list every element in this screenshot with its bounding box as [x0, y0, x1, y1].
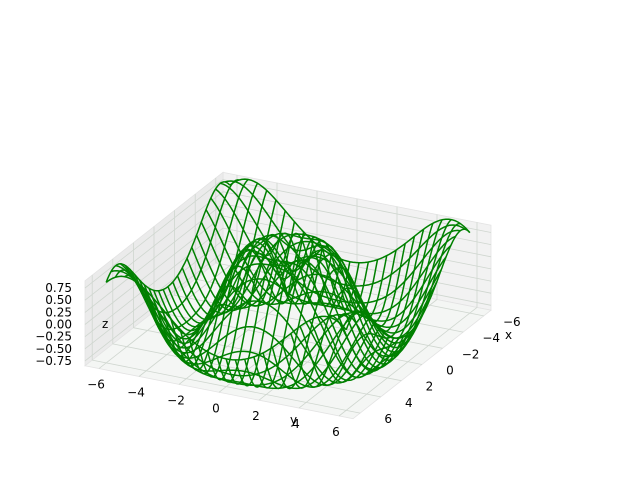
gridline-left-z	[84, 191, 224, 301]
wire-line-constant-y	[308, 223, 434, 383]
gridline-left-z	[84, 239, 224, 350]
wire-line-constant-x	[115, 264, 356, 387]
wire-line-constant-y	[336, 222, 461, 358]
wire-line-constant-y	[327, 219, 452, 371]
z-tick-label: −0.75	[35, 354, 72, 368]
y-tick-label: 0	[212, 401, 220, 415]
gridline-back-z	[222, 215, 492, 270]
gridline-left-z	[84, 203, 224, 313]
x-axis-label: x	[505, 328, 512, 342]
x-tick-label: 2	[426, 380, 434, 394]
gridline-back-z	[222, 203, 492, 258]
wire-line-constant-x	[124, 264, 366, 390]
z-tick-label: 0.75	[45, 281, 72, 295]
gridline-left-z	[84, 227, 224, 338]
z-axis-label: z	[102, 317, 108, 331]
x-tick-label: 6	[384, 412, 392, 426]
x-tick-label: 4	[405, 396, 413, 410]
x-tick-label: 0	[446, 364, 454, 378]
tick-labels: −6−4−20246−6−4−202460.750.500.250.00−0.2…	[35, 281, 520, 439]
wire-line-constant-x	[120, 263, 361, 390]
z-tick-label: −0.25	[35, 330, 72, 344]
gridline-floor-x	[112, 343, 381, 398]
z-tick-label: −0.50	[35, 342, 72, 356]
gridline-back-z	[222, 239, 492, 294]
wire-line-constant-y	[234, 236, 360, 387]
x-tick-label: −4	[482, 331, 500, 345]
wire-line-constant-y	[299, 229, 425, 386]
wire-line-constant-x	[138, 279, 381, 384]
gridline-left-z	[84, 215, 224, 325]
z-tick-label: 0.25	[45, 305, 72, 319]
y-tick-label: −4	[127, 386, 145, 400]
y-tick-label: 2	[252, 409, 260, 423]
y-tick-label: −6	[87, 378, 105, 392]
gridline-floor-x	[153, 311, 423, 365]
x-tick-label: −6	[503, 315, 521, 329]
wire-line-constant-y	[318, 219, 443, 379]
y-tick-label: 4	[292, 417, 300, 431]
wire-line-constant-y	[345, 228, 471, 339]
y-axis-label: y	[290, 413, 297, 427]
gridline-back-z	[222, 179, 492, 233]
wire-line-constant-x	[134, 274, 376, 387]
z-tick-label: 0.50	[45, 293, 72, 307]
wire-line-constant-x	[110, 269, 352, 377]
z-tick-label: 0.00	[45, 318, 72, 332]
y-tick-label: −2	[167, 393, 185, 407]
gridline-left-z	[84, 179, 224, 289]
wireframe-surface	[105, 178, 471, 390]
gridline-back-z	[222, 252, 492, 306]
wire-line-constant-x	[153, 255, 395, 376]
wire-line-constant-x	[143, 278, 385, 382]
y-tick-label: 6	[332, 425, 340, 439]
wire-line-constant-y	[290, 236, 416, 388]
gridline-floor-y	[338, 307, 478, 417]
x-tick-label: −2	[462, 347, 480, 361]
gridline-floor-x	[92, 359, 361, 414]
wire-line-constant-x	[105, 275, 347, 361]
gridline-back-z	[222, 191, 492, 245]
